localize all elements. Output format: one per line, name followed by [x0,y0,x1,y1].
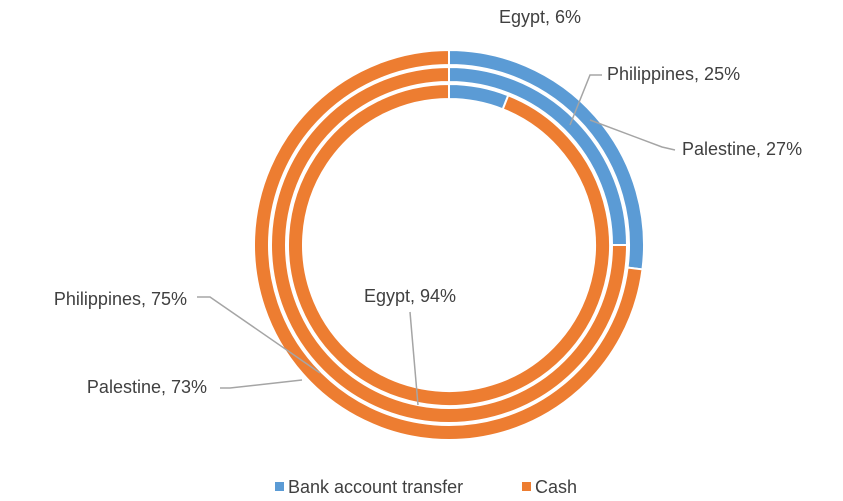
data-label: Philippines, 75% [54,289,187,309]
data-label: Egypt, 94% [364,286,456,306]
leader-line [409,311,419,406]
doughnut-segment [270,65,629,424]
doughnut-segment [287,82,611,407]
doughnut-segment [253,48,644,441]
leader-line [589,119,676,151]
data-label: Philippines, 25% [607,64,740,84]
legend-label: Cash [535,477,577,497]
data-label: Egypt, 6% [499,7,581,27]
leader-line [569,74,602,126]
leader-line [220,379,303,389]
leader-line [197,296,321,374]
legend-label: Bank account transfer [288,477,463,497]
legend-swatch [522,482,531,491]
legend-swatch [275,482,284,491]
data-label: Palestine, 73% [87,377,207,397]
data-label: Palestine, 27% [682,139,802,159]
